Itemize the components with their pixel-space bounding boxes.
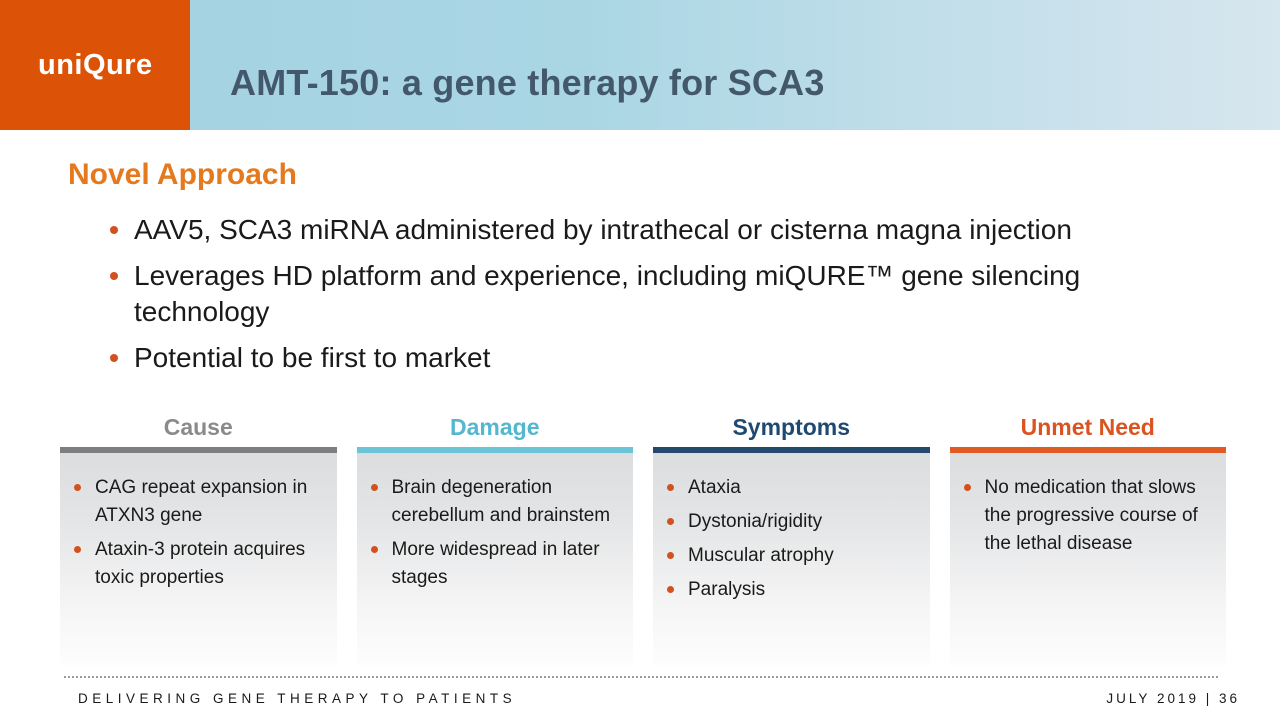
column-bullet-item: Brain degeneration cerebellum and brains… bbox=[370, 474, 626, 530]
page-title: AMT-150: a gene therapy for SCA3 bbox=[230, 62, 825, 103]
column-title: Damage bbox=[450, 414, 540, 440]
column-bullet-text: Dystonia/rigidity bbox=[688, 511, 823, 532]
column-bullet-item: More widespread in later stages bbox=[370, 536, 626, 592]
bullet-dot-icon bbox=[667, 518, 674, 525]
column-content-box: Brain degeneration cerebellum and brains… bbox=[356, 453, 633, 665]
header-band: AMT-150: a gene therapy for SCA3 bbox=[0, 0, 1280, 130]
main-bullet-text: Leverages HD platform and experience, in… bbox=[134, 260, 1081, 327]
column-bullet-item: Ataxin-3 protein acquires toxic properti… bbox=[73, 536, 329, 592]
column-bullet-item: Ataxia bbox=[666, 474, 922, 502]
bullet-dot-icon bbox=[370, 546, 378, 553]
uniqure-logo: uniQure bbox=[0, 0, 190, 130]
column-symptoms: Symptoms Ataxia Dystonia/rigidity Muscular … bbox=[653, 410, 930, 665]
main-bullet-item: Potential to be first to market bbox=[108, 340, 1188, 376]
column-bullet-item: Dystonia/rigidity bbox=[666, 508, 922, 536]
column-bullet-text: Paralysis bbox=[688, 579, 766, 600]
column-bullet-text: Brain degeneration cerebellum and brains… bbox=[391, 477, 611, 526]
bullet-dot-icon bbox=[110, 354, 118, 362]
bullet-dot-icon bbox=[110, 226, 118, 234]
main-bullet-item: Leverages HD platform and experience, in… bbox=[108, 258, 1188, 330]
main-bullet-list: AAV5, SCA3 miRNA administered by intrath… bbox=[108, 212, 1188, 386]
footer-tagline: DELIVERING GENE THERAPY TO PATIENTS bbox=[78, 691, 517, 706]
column-content-box: Ataxia Dystonia/rigidity Muscular atrophy P… bbox=[653, 453, 930, 665]
summary-columns: Cause CAG repeat expansion in ATXN3 gene A… bbox=[60, 410, 1226, 665]
bullet-dot-icon bbox=[110, 272, 118, 280]
column-title: Unmet Need bbox=[1020, 414, 1155, 440]
column-title: Symptoms bbox=[732, 414, 851, 440]
column-content-box: CAG repeat expansion in ATXN3 gene Ataxin… bbox=[60, 453, 337, 665]
column-bullet-text: Ataxia bbox=[688, 477, 741, 498]
column-accent-bar bbox=[356, 447, 633, 453]
column-bullet-text: More widespread in later stages bbox=[391, 539, 600, 588]
column-accent-bar bbox=[949, 447, 1226, 453]
column-accent-bar bbox=[60, 447, 337, 453]
column-bullet-item: No medication that slows the progressive… bbox=[963, 474, 1219, 558]
column-bullet-text: Muscular atrophy bbox=[688, 545, 834, 566]
main-bullet-text: Potential to be first to market bbox=[134, 342, 491, 373]
column-bullet-text: No medication that slows the progressive… bbox=[984, 477, 1198, 554]
column-title: Cause bbox=[163, 414, 233, 440]
main-bullet-item: AAV5, SCA3 miRNA administered by intrath… bbox=[108, 212, 1188, 248]
column-cause: Cause CAG repeat expansion in ATXN3 gene A… bbox=[60, 410, 337, 665]
column-bullet-item: CAG repeat expansion in ATXN3 gene bbox=[73, 474, 329, 530]
footer-date-page: JULY 2019 | 36 bbox=[1106, 691, 1240, 706]
bullet-dot-icon bbox=[370, 484, 378, 491]
column-bullet-text: Ataxin-3 protein acquires toxic properti… bbox=[95, 539, 306, 588]
column-accent-bar bbox=[653, 447, 930, 453]
column-unmet-need: Unmet Need No medication that slows the p… bbox=[949, 410, 1226, 665]
column-bullet-text: CAG repeat expansion in ATXN3 gene bbox=[95, 477, 308, 526]
footer-divider bbox=[64, 676, 1218, 678]
main-bullet-text: AAV5, SCA3 miRNA administered by intrath… bbox=[134, 214, 1072, 245]
uniqure-logo-text: uniQure bbox=[38, 48, 153, 81]
column-bullet-item: Muscular atrophy bbox=[666, 542, 922, 570]
column-content-box: No medication that slows the progressive… bbox=[949, 453, 1226, 665]
bullet-dot-icon bbox=[667, 586, 674, 593]
bullet-dot-icon bbox=[963, 484, 971, 491]
bullet-dot-icon bbox=[74, 484, 81, 491]
bullet-dot-icon bbox=[667, 484, 674, 491]
bullet-dot-icon bbox=[667, 552, 674, 559]
column-bullet-item: Paralysis bbox=[666, 576, 922, 604]
bullet-dot-icon bbox=[74, 546, 81, 553]
section-heading: Novel Approach bbox=[68, 158, 297, 191]
column-damage: Damage Brain degeneration cerebellum and … bbox=[356, 410, 633, 665]
